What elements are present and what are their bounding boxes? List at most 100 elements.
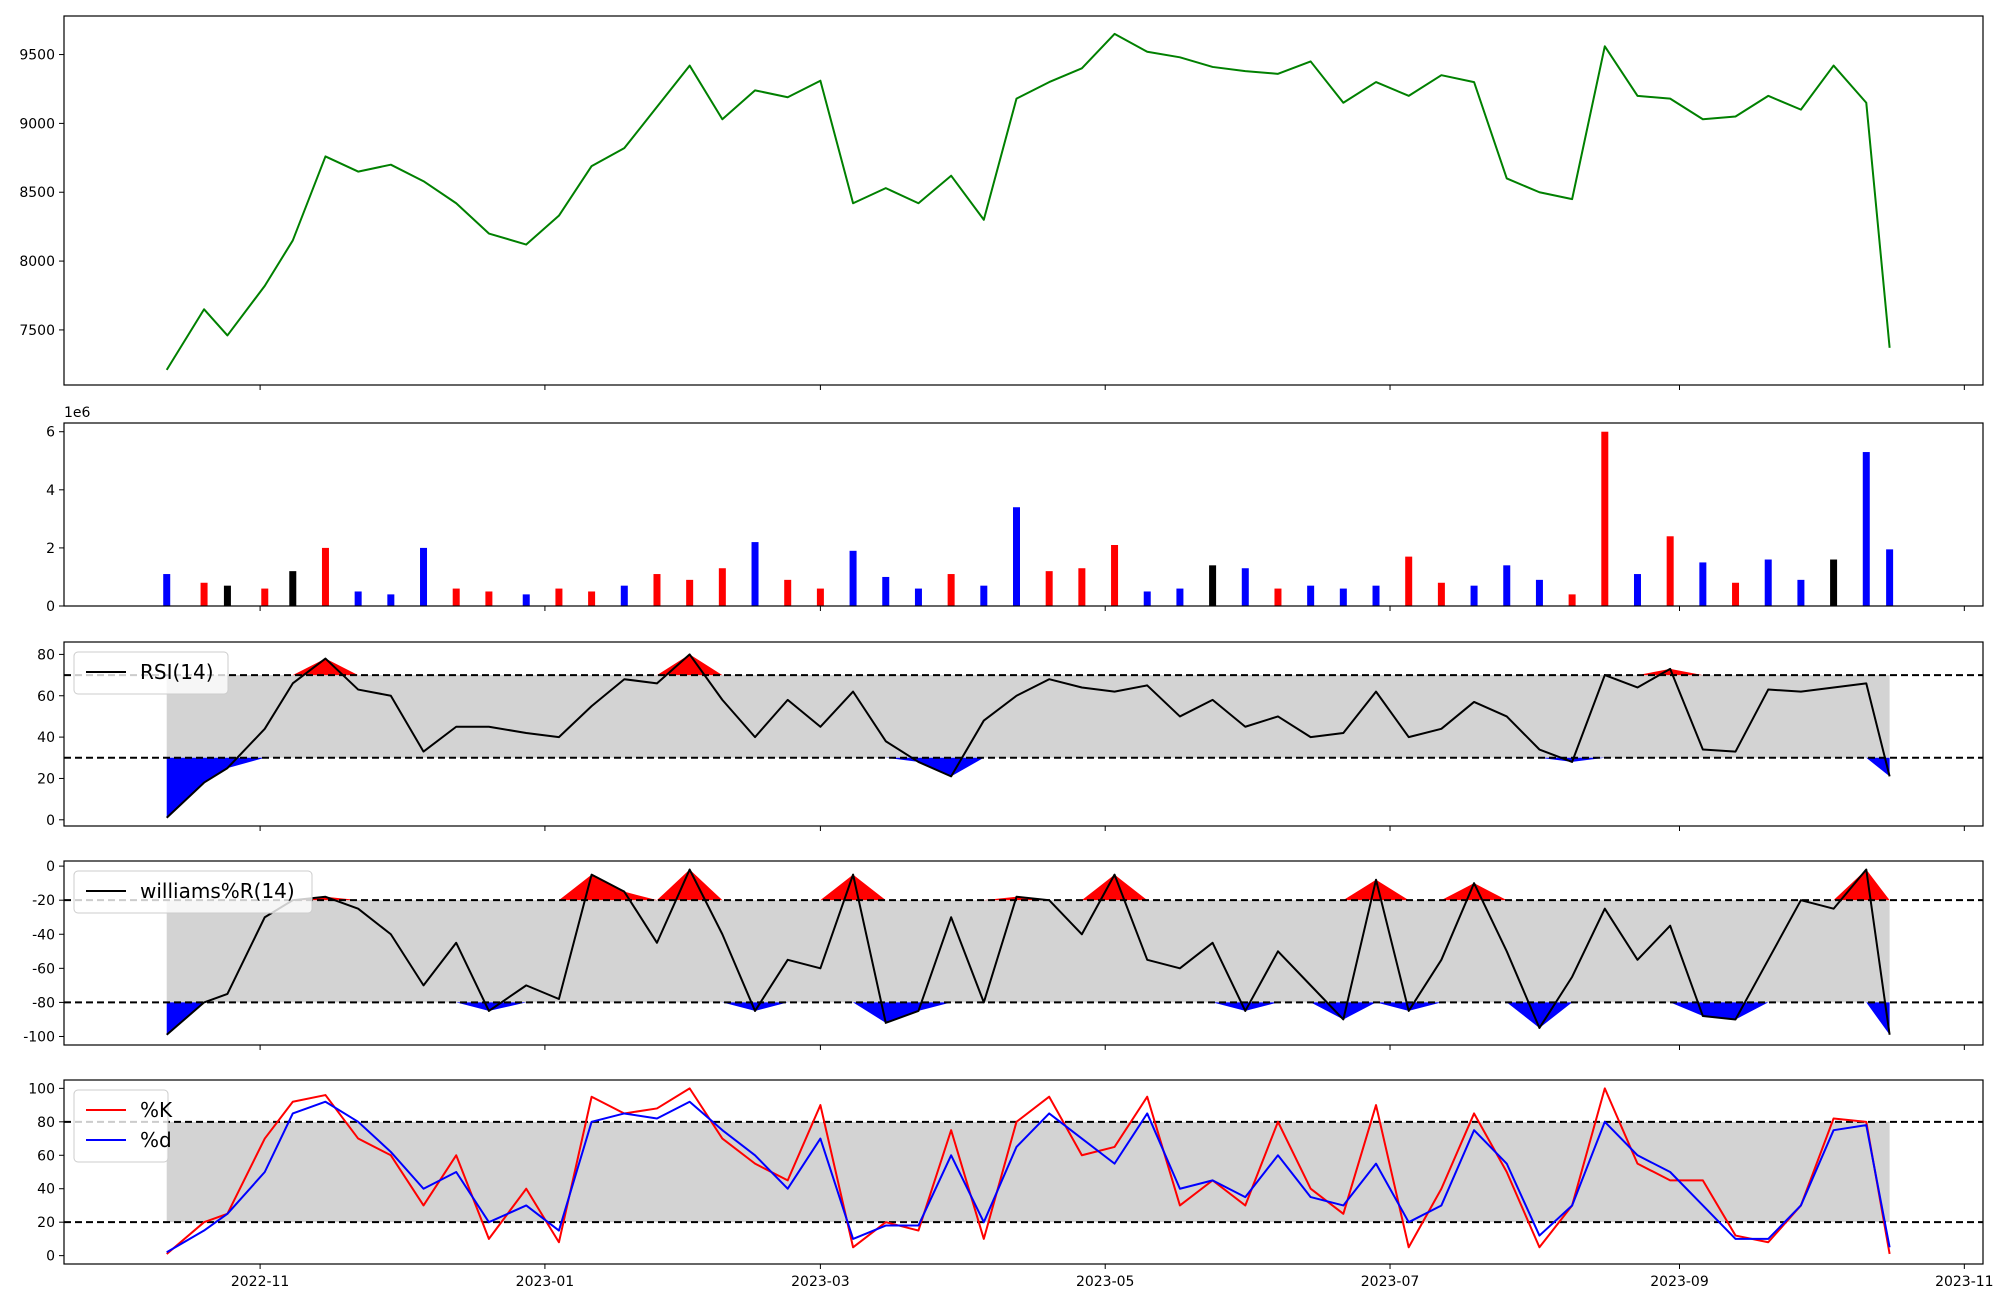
volume-bar <box>1209 565 1217 606</box>
volume-bar <box>686 579 694 606</box>
volume-bar <box>1111 545 1119 606</box>
volume-bar <box>1862 452 1870 606</box>
xtick-label: 2023-01 <box>516 1274 575 1290</box>
rsi-series-line <box>166 653 1891 819</box>
stochastic-ytick-label: 20 <box>37 1215 55 1231</box>
williams-legend: williams%R(14) <box>73 870 313 914</box>
stochastic-legend: %K %d <box>73 1089 173 1163</box>
volume-bar <box>1535 579 1543 606</box>
volume-frame <box>63 422 1984 607</box>
xtick-label: 2023-07 <box>1361 1274 1420 1290</box>
stochastic-ytick-label: 0 <box>46 1249 55 1265</box>
xtick-label: 2023-09 <box>1650 1274 1709 1290</box>
volume-bar <box>1666 536 1674 606</box>
volume-bar <box>1503 565 1511 606</box>
volume-bar <box>1764 559 1772 606</box>
volume-bar <box>620 585 628 606</box>
volume-bar <box>163 574 171 606</box>
williams-ytick-label: -80 <box>32 995 55 1011</box>
volume-bar <box>947 574 955 606</box>
volume-bar <box>1012 507 1020 606</box>
volume-bar <box>1372 585 1380 606</box>
stochastic-series-line <box>166 1087 1891 1255</box>
volume-plot-area <box>163 431 1894 606</box>
volume-bar <box>1633 574 1641 606</box>
rsi-neutral-band <box>166 675 1890 758</box>
williams-ytick-label: -40 <box>32 927 55 943</box>
volume-bar <box>289 571 297 606</box>
volume-bar <box>261 588 269 606</box>
xtick-label: 2022-11 <box>231 1274 290 1290</box>
volume-bar <box>816 588 824 606</box>
volume-panel: 0 2 4 6 1e6 <box>46 405 1984 615</box>
volume-ytick-label: 6 <box>46 425 55 441</box>
volume-bar <box>1886 549 1894 606</box>
williams-ytick-label: -20 <box>32 893 55 909</box>
volume-bar <box>653 574 661 606</box>
rsi-ytick-label: 0 <box>46 813 55 829</box>
williams-ytick-label: -60 <box>32 961 55 977</box>
stochastic-ytick-label: 60 <box>37 1148 55 1164</box>
volume-bar <box>354 591 362 606</box>
rsi-plot-area <box>64 653 1983 819</box>
rsi-panel: 0 20 40 60 80 RSI(14) <box>37 641 1984 831</box>
volume-bar <box>849 550 857 606</box>
williams-panel: 0 -20 -40 -60 -80 -100 williams%R(14) <box>23 859 1984 1050</box>
volume-bar <box>420 547 428 606</box>
rsi-frame <box>63 641 1984 827</box>
volume-ytick-label: 4 <box>46 483 55 499</box>
volume-bar <box>1568 594 1576 606</box>
stochastic-plot-area <box>64 1087 1983 1255</box>
williams-neutral-band <box>166 900 1890 1003</box>
chart-panels: 7500800085009000950002461e6020406080RSI(… <box>19 15 1994 1290</box>
xtick-label: 2023-03 <box>791 1274 850 1290</box>
volume-bar <box>1732 582 1740 606</box>
volume-scale-label: 1e6 <box>64 405 91 421</box>
williams-plot-area <box>64 868 1983 1036</box>
williams-legend-label: williams%R(14) <box>140 879 295 903</box>
volume-bar <box>387 594 395 606</box>
price-ytick-label: 9000 <box>19 116 55 132</box>
volume-bar <box>1176 588 1184 606</box>
stochastic-series-line <box>166 1100 1891 1254</box>
volume-bar <box>485 591 493 606</box>
volume-bar <box>784 579 792 606</box>
stochastic-neutral-band <box>166 1121 1890 1223</box>
rsi-legend-label: RSI(14) <box>140 660 214 684</box>
volume-bar <box>1699 562 1707 606</box>
price-plot-area <box>165 32 1891 371</box>
stochastic-ytick-label: 80 <box>37 1115 55 1131</box>
rsi-ytick-label: 80 <box>37 647 55 663</box>
volume-bar <box>1339 588 1347 606</box>
volume-ytick-label: 0 <box>46 599 55 615</box>
price-panel: 7500 8000 8500 9000 9500 <box>19 15 1984 390</box>
rsi-ytick-label: 40 <box>37 730 55 746</box>
volume-bar <box>1405 556 1413 606</box>
volume-bar <box>1797 579 1805 606</box>
x-axis-labels: 2022-11 2023-01 2023-03 2023-05 2023-07 2023-… <box>231 1274 1994 1290</box>
volume-bar <box>1274 588 1282 606</box>
volume-bar <box>223 585 231 606</box>
stochastic-ytick-label: 40 <box>37 1182 55 1198</box>
williams-frame <box>63 860 1984 1046</box>
volume-bar <box>751 542 759 606</box>
stochastic-legend-label: %K <box>140 1098 173 1122</box>
price-ytick-label: 8000 <box>19 254 55 270</box>
volume-bar <box>1601 431 1609 606</box>
rsi-ytick-label: 60 <box>37 689 55 705</box>
volume-bar <box>1470 585 1478 606</box>
volume-ytick-label: 2 <box>46 541 55 557</box>
price-series-line <box>165 32 1891 371</box>
williams-ytick-label: -100 <box>23 1029 55 1045</box>
williams-overbought-fill <box>166 869 1890 901</box>
volume-bar <box>522 594 530 606</box>
stochastic-panel: 0 20 40 60 80 100 %K %d <box>28 1079 1984 1269</box>
stochastic-frame <box>63 1079 1984 1265</box>
price-ytick-label: 8500 <box>19 185 55 201</box>
williams-ytick-label: 0 <box>46 859 55 875</box>
volume-bar <box>1830 559 1838 606</box>
price-ytick-label: 7500 <box>19 323 55 339</box>
volume-bar <box>321 547 329 606</box>
volume-bar <box>200 582 208 606</box>
